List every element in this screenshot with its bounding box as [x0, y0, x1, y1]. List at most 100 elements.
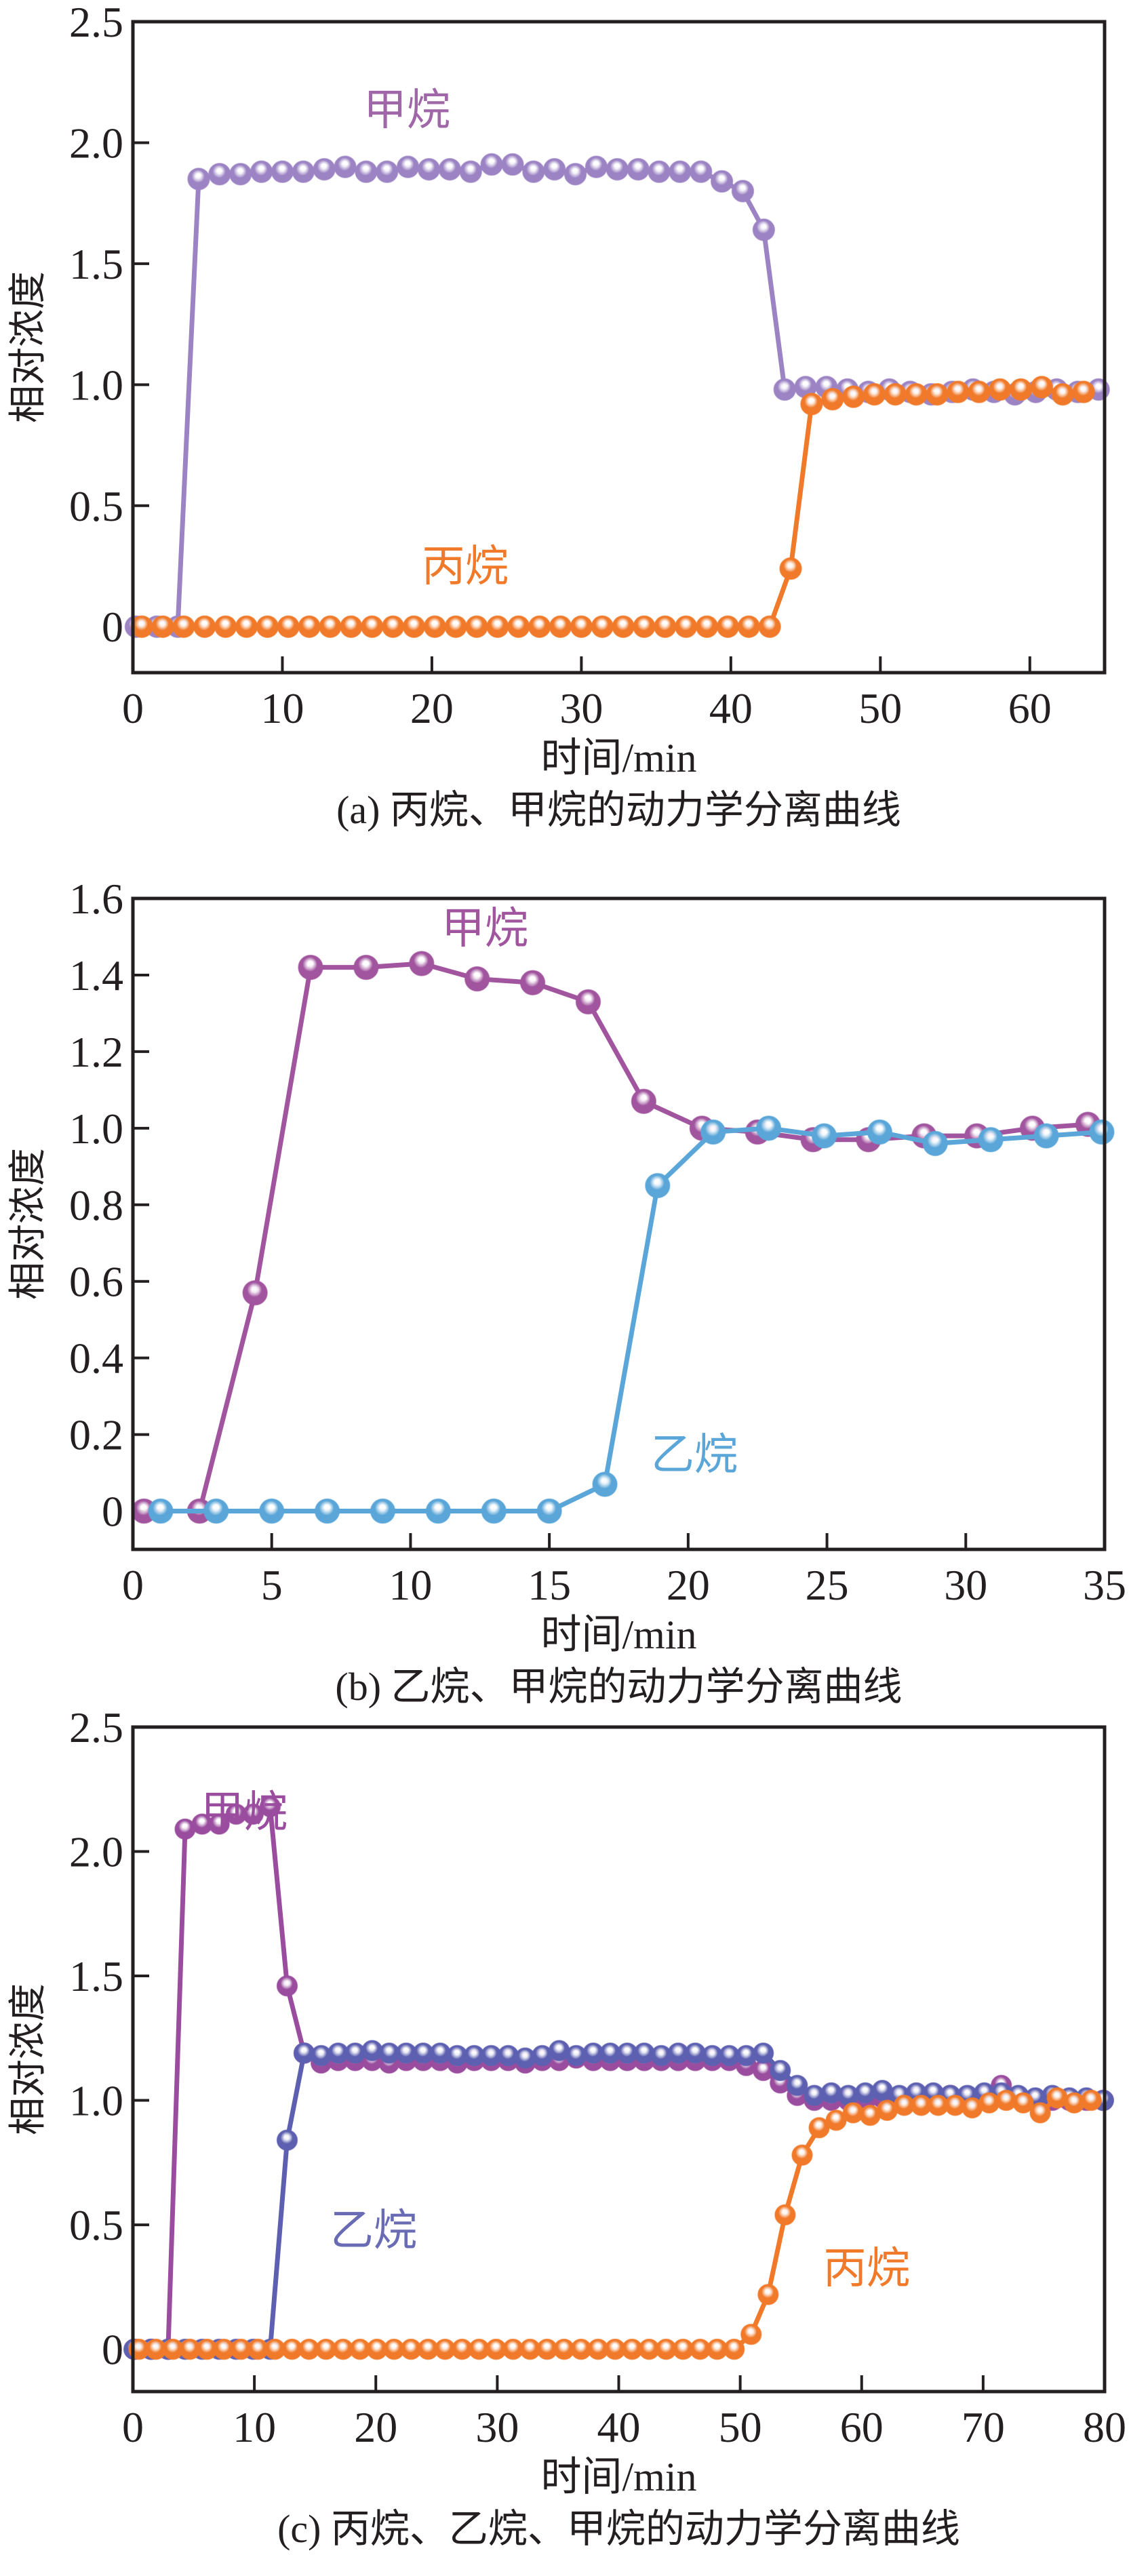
data-point: [884, 382, 907, 406]
data-point: [1051, 382, 1075, 406]
y-tick-label: 2.5: [69, 1703, 123, 1751]
x-tick-label: 50: [858, 684, 902, 732]
data-point: [203, 1498, 229, 1524]
data-point: [353, 954, 379, 980]
data-point: [425, 1498, 452, 1524]
data-point: [585, 155, 608, 178]
series-label: 丙烷: [823, 2244, 910, 2293]
data-point: [773, 378, 796, 401]
data-point: [259, 1796, 281, 1818]
data-point: [645, 1172, 671, 1199]
data-point: [480, 153, 503, 176]
series-label: 丙烷: [422, 542, 509, 591]
data-point: [612, 615, 635, 638]
figure-caption: (c) 丙烷、乙烷、甲烷的动力学分离曲线: [277, 2507, 960, 2551]
data-point: [1012, 2092, 1034, 2114]
data-point: [631, 1088, 657, 1115]
data-point: [417, 157, 441, 181]
x-tick-label: 40: [597, 2403, 641, 2451]
x-tick-label: 10: [233, 2403, 276, 2451]
series-1: [148, 1115, 1115, 1524]
data-point: [737, 615, 761, 638]
plot-frame: [131, 20, 1107, 675]
series-label: 甲烷: [363, 86, 450, 134]
y-tick-label: 1.5: [69, 1952, 123, 2000]
data-point: [292, 160, 315, 184]
data-point: [172, 615, 195, 638]
data-point: [459, 160, 482, 184]
data-point: [791, 2144, 813, 2166]
data-point: [423, 615, 447, 638]
y-tick-label: 0.6: [69, 1258, 123, 1306]
data-point: [208, 1813, 230, 1835]
data-point: [570, 615, 593, 638]
x-tick-label: 15: [528, 1561, 571, 1609]
data-point: [507, 615, 530, 638]
data-point: [214, 615, 237, 638]
data-point: [988, 378, 1012, 401]
y-tick-label: 0: [102, 2326, 123, 2374]
data-point: [528, 615, 551, 638]
y-tick-label: 1.2: [69, 1028, 123, 1076]
data-point: [787, 2074, 808, 2097]
x-tick-label: 0: [122, 2403, 144, 2451]
data-point: [409, 951, 435, 976]
series-label: 乙烷: [330, 2206, 417, 2255]
data-point: [271, 160, 294, 184]
data-point: [947, 380, 970, 403]
data-point: [522, 160, 545, 184]
data-point: [1033, 1123, 1059, 1149]
data-point: [242, 1280, 268, 1306]
series-line: [134, 1804, 1104, 2352]
series-label: 甲烷: [201, 1788, 288, 1836]
series-label: 乙烷: [651, 1431, 738, 1479]
data-point: [1029, 2102, 1051, 2124]
data-point: [1072, 380, 1095, 403]
y-tick-label: 1.0: [69, 361, 123, 409]
x-tick-label: 20: [354, 2403, 397, 2451]
data-point: [716, 615, 740, 638]
data-point: [549, 615, 572, 638]
data-point: [575, 989, 601, 1015]
data-point: [334, 155, 357, 178]
data-point: [821, 387, 844, 411]
x-tick-label: 10: [260, 684, 304, 732]
series-0: [131, 951, 1101, 1524]
y-tick-label: 2.5: [69, 0, 123, 46]
data-point: [926, 382, 949, 406]
x-tick-label: 10: [389, 1561, 432, 1609]
data-point: [376, 160, 399, 184]
data-point: [841, 385, 865, 408]
data-point: [481, 1498, 507, 1524]
data-point: [695, 615, 719, 638]
data-point: [905, 382, 928, 406]
data-point: [755, 1115, 782, 1141]
data-point: [757, 2284, 779, 2305]
figure-caption: (a) 丙烷、甲烷的动力学分离曲线: [336, 788, 901, 832]
data-point: [811, 1123, 837, 1149]
x-tick-label: 25: [806, 1561, 849, 1609]
panel-b: 0 0.2 0.4 0.6 0.8 1.0 1.2 1.4 1.6 0 5 10 15 20 25 30 35 时…: [7, 875, 1126, 1709]
data-point: [769, 2059, 791, 2082]
data-point: [381, 615, 405, 638]
data-point: [370, 1498, 396, 1524]
data-point: [674, 615, 698, 638]
x-axis-label: 时间/min: [540, 2455, 696, 2499]
x-tick-label: 50: [719, 2403, 762, 2451]
y-tick-label: 0: [102, 603, 123, 651]
data-point: [148, 1498, 174, 1524]
x-tick-label: 30: [559, 684, 603, 732]
data-point: [464, 966, 490, 992]
data-point: [256, 615, 279, 638]
series-0: [123, 1796, 1114, 2360]
data-point: [402, 615, 426, 638]
data-point: [740, 2323, 762, 2345]
series-1: [130, 376, 1095, 638]
y-tick-label: 2.0: [69, 119, 123, 167]
figure-caption: (b) 乙烷、甲烷的动力学分离曲线: [335, 1665, 902, 1709]
data-point: [276, 1975, 298, 1997]
x-tick-label: 0: [122, 1561, 144, 1609]
data-point: [723, 2338, 745, 2360]
data-point: [606, 157, 629, 181]
data-point: [774, 2204, 796, 2226]
